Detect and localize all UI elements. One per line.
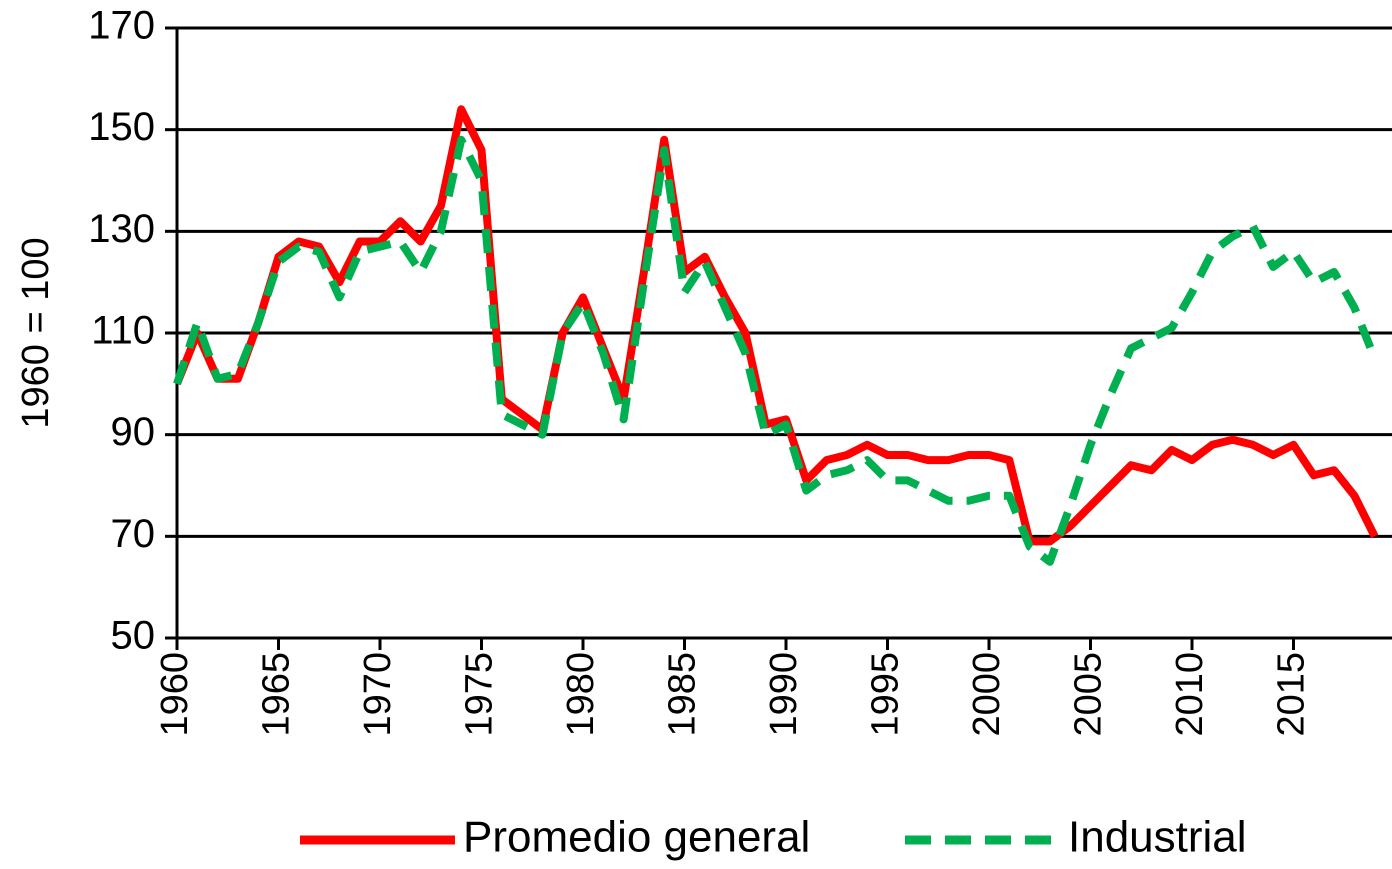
legend-label: Industrial <box>1068 813 1247 862</box>
y-tick-label: 110 <box>91 309 155 353</box>
legend-label: Promedio general <box>463 813 810 862</box>
x-tick-label: 1970 <box>357 652 399 737</box>
x-tick-label: 2005 <box>1068 652 1110 737</box>
y-tick-label: 70 <box>111 512 156 556</box>
x-tick-label: 2010 <box>1169 652 1211 737</box>
x-tick-label: 1995 <box>865 652 907 737</box>
x-tick-label: 1960 <box>154 652 196 737</box>
x-tick-label: 1980 <box>560 652 602 737</box>
y-tick-label: 90 <box>111 410 156 454</box>
x-tick-label: 1985 <box>662 652 704 737</box>
x-tick-label: 1975 <box>459 652 501 737</box>
line-series <box>173 135 1379 566</box>
y-tick-label: 150 <box>88 105 155 149</box>
x-tick-label: 2000 <box>966 652 1008 737</box>
y-tick-label: 130 <box>88 207 155 251</box>
y-tick-label: 170 <box>88 4 155 48</box>
x-tick-label: 1990 <box>763 652 805 737</box>
y-axis-title: 1960 = 100 <box>15 237 57 428</box>
line-series <box>173 105 1379 546</box>
x-tick-label: 2015 <box>1271 652 1313 737</box>
x-tick-label: 1965 <box>256 652 298 737</box>
y-tick-label: 50 <box>111 614 156 658</box>
